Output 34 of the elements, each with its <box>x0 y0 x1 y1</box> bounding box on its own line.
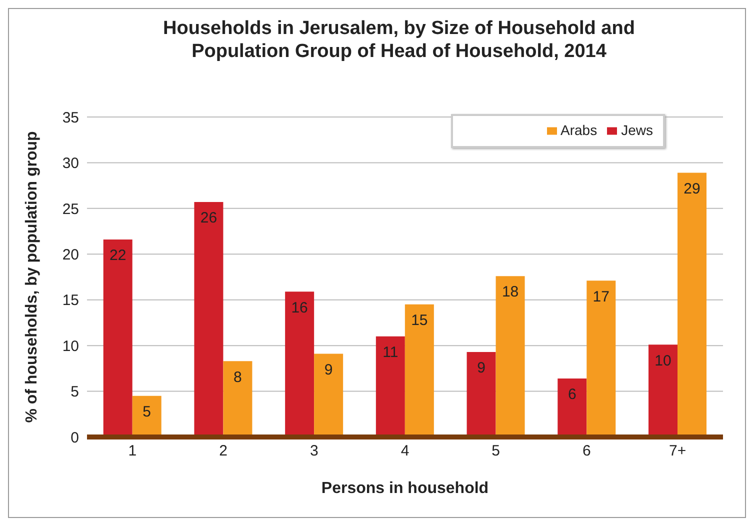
data-label: 29 <box>684 180 700 198</box>
x-tick-label: 5 <box>492 442 500 460</box>
data-label: 10 <box>654 352 672 370</box>
data-label: 8 <box>234 368 242 386</box>
x-axis-title: Persons in household <box>321 480 489 497</box>
data-label: 15 <box>411 312 428 330</box>
x-tick-label: 3 <box>310 442 318 460</box>
x-tick-label: 4 <box>400 442 410 460</box>
x-tick-label: 2 <box>219 442 228 460</box>
data-label: 9 <box>477 360 486 377</box>
y-tick-label: 25 <box>62 200 79 218</box>
chart-title: Households in Jerusalem, by Size of Household and Population Group of Head of Household, 2014 <box>162 17 636 63</box>
data-label: 6 <box>568 386 576 404</box>
x-tick-label: 6 <box>582 442 591 460</box>
y-tick-label: 30 <box>62 155 79 172</box>
y-tick-label: 0 <box>70 429 79 446</box>
data-label: 18 <box>502 284 519 301</box>
x-tick-label: 1 <box>128 442 137 460</box>
data-label: 17 <box>592 288 610 306</box>
y-axis-title: % of households, by population group <box>24 131 41 423</box>
x-tick-label: 7+ <box>669 442 686 460</box>
data-label: 16 <box>291 299 308 316</box>
y-tick-label: 35 <box>62 109 79 126</box>
y-tick-label: 20 <box>62 246 79 264</box>
y-tick-label: 15 <box>62 292 79 310</box>
legend-label: Jews <box>621 122 653 138</box>
data-label: 9 <box>324 361 333 378</box>
y-tick-label: 10 <box>62 338 79 355</box>
legend-label: Arabs <box>560 122 598 138</box>
data-label: 5 <box>142 404 152 421</box>
data-label: 22 <box>110 247 126 264</box>
data-label: 26 <box>200 210 218 227</box>
y-tick-label: 5 <box>70 384 79 401</box>
data-label: 11 <box>382 344 398 362</box>
